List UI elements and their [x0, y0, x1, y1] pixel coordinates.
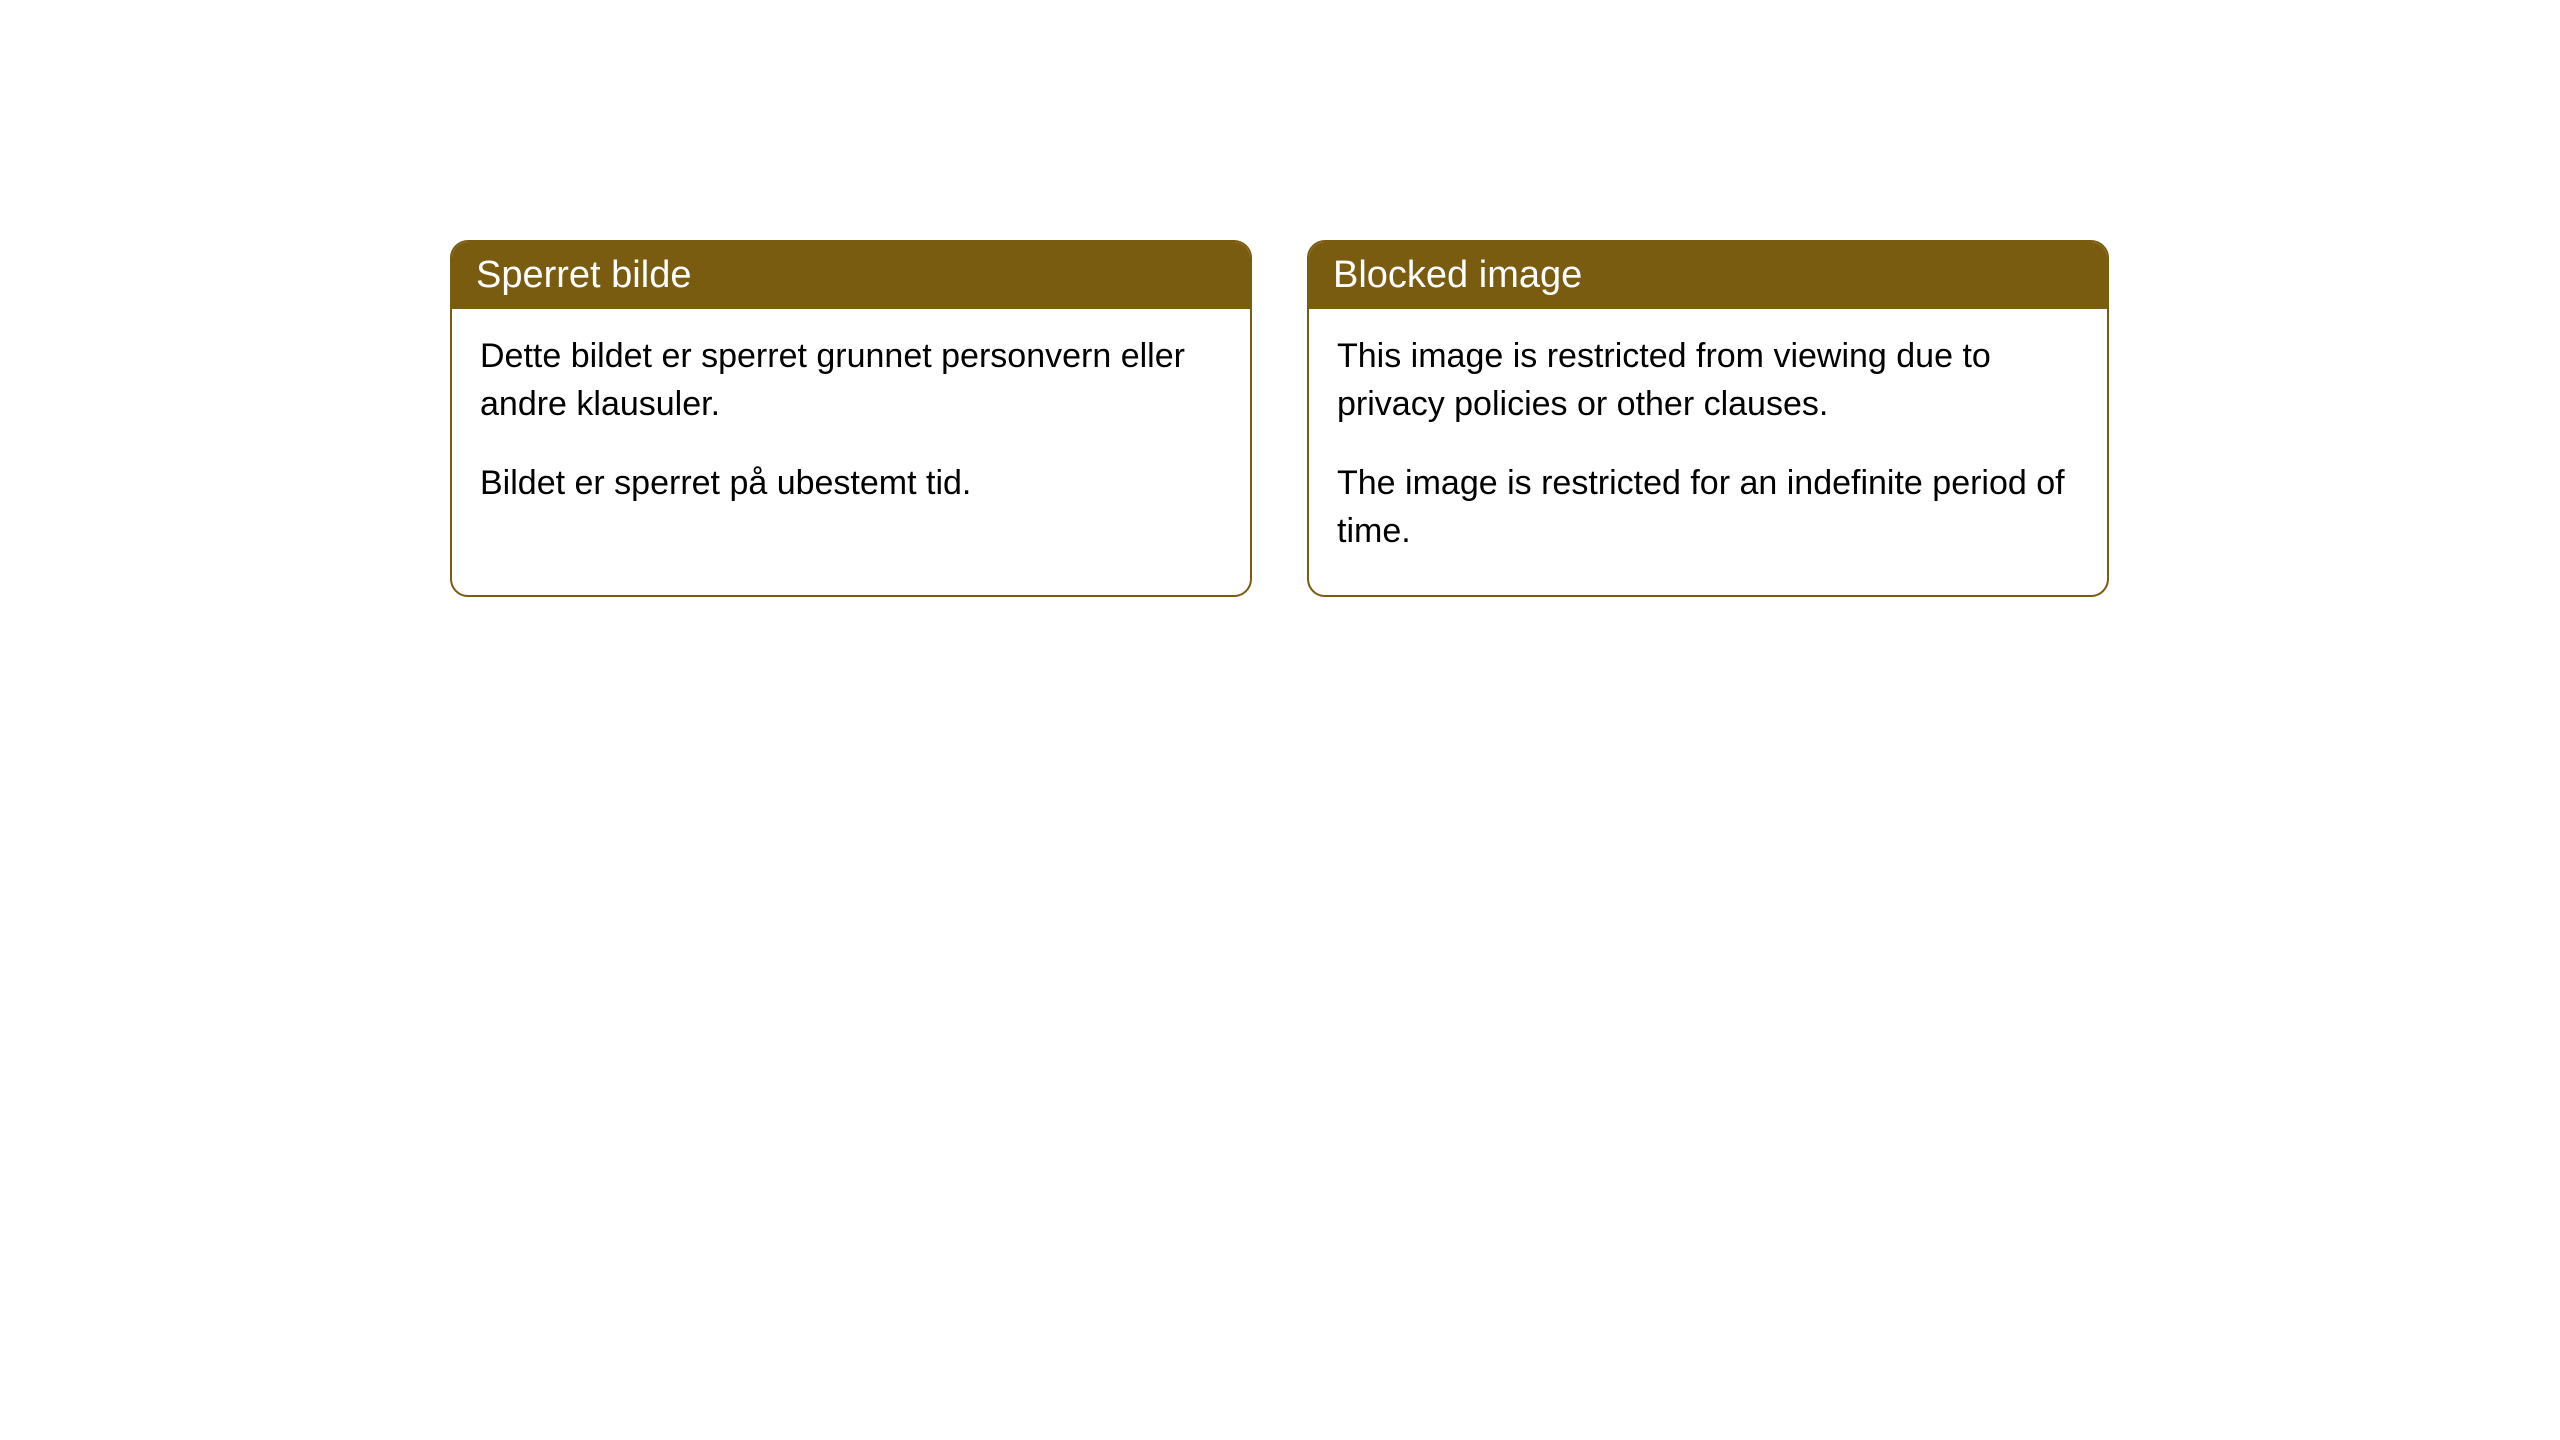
cards-container: Sperret bilde Dette bildet er sperret gr…	[450, 240, 2110, 597]
card-paragraph-1: This image is restricted from viewing du…	[1337, 333, 2079, 428]
card-header-english: Blocked image	[1309, 242, 2107, 309]
card-paragraph-2: Bildet er sperret på ubestemt tid.	[480, 460, 1222, 508]
card-paragraph-1: Dette bildet er sperret grunnet personve…	[480, 333, 1222, 428]
card-body-english: This image is restricted from viewing du…	[1309, 309, 2107, 595]
card-english: Blocked image This image is restricted f…	[1307, 240, 2109, 597]
card-body-norwegian: Dette bildet er sperret grunnet personve…	[452, 309, 1250, 548]
card-norwegian: Sperret bilde Dette bildet er sperret gr…	[450, 240, 1252, 597]
card-paragraph-2: The image is restricted for an indefinit…	[1337, 460, 2079, 555]
card-header-norwegian: Sperret bilde	[452, 242, 1250, 309]
